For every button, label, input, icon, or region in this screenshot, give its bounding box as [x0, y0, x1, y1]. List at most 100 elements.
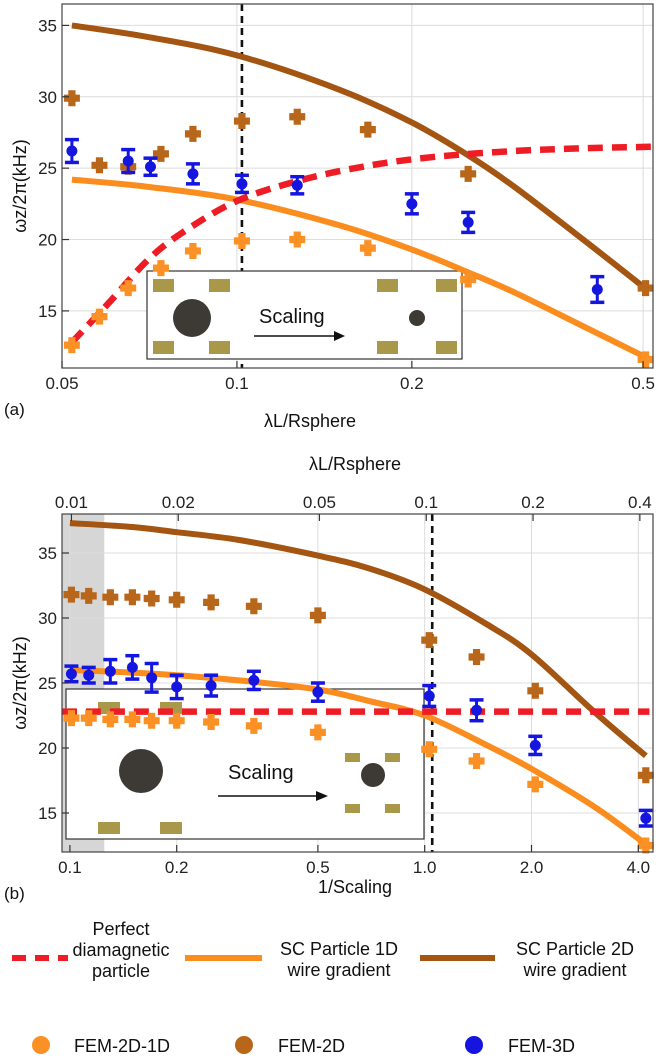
point-fem2d1d	[468, 753, 485, 770]
pad-rect	[153, 341, 174, 354]
point-fem2d	[203, 594, 220, 611]
point-fem2d	[63, 90, 80, 107]
x-tick-label: 0.1	[58, 858, 82, 877]
legend-label-fem2d1d: FEM-2D-1D	[74, 1036, 170, 1056]
point-fem2d1d	[203, 714, 220, 731]
x-axis-label-a: λL/Rsphere	[264, 411, 356, 431]
legend-label-ideal: Perfect diamagnetic particle	[72, 919, 169, 981]
point-fem2d1d	[143, 712, 160, 729]
point-fem2d	[637, 767, 654, 784]
point-fem2d1d	[421, 741, 438, 758]
inset-box	[146, 270, 463, 360]
inset-scaling-label: Scaling	[228, 762, 294, 784]
point-fem3d	[125, 653, 140, 681]
point-fem2d	[63, 586, 80, 603]
pad-rect	[160, 822, 182, 834]
y-axis-label-b: ωz/2π(kHz)	[10, 636, 30, 729]
point-fem2d1d	[152, 260, 169, 277]
y-axis-label-a: ωz/2π(kHz)	[10, 139, 30, 232]
legend-label-sc2d: SC Particle 2D wire gradient	[516, 939, 634, 980]
curve-sc1d	[71, 176, 653, 364]
x-tick-label: 0.5	[631, 374, 655, 393]
point-fem3d	[64, 664, 79, 684]
pad-rect	[436, 279, 457, 292]
y-tick-label: 30	[38, 609, 57, 628]
y-tick-label: 15	[38, 804, 57, 823]
point-fem2d1d	[289, 231, 306, 248]
point-fem2d	[184, 125, 201, 142]
pad-rect	[377, 341, 398, 354]
pad-rect	[209, 341, 230, 354]
y-tick-label: 25	[38, 159, 57, 178]
small-sphere	[361, 763, 385, 787]
curve-ideal	[69, 143, 653, 345]
point-fem3d	[590, 274, 605, 305]
point-fem2d1d	[359, 240, 376, 257]
point-fem3d	[638, 808, 653, 828]
top-x-tick-label: 0.4	[628, 493, 652, 512]
x-tick-label: 0.05	[45, 374, 78, 393]
point-fem3d	[144, 661, 159, 694]
legend-marker-fem3d	[465, 1036, 483, 1054]
large-sphere	[173, 299, 211, 337]
x-tick-label: 2.0	[520, 858, 544, 877]
legend-marker-fem2d1d	[32, 1036, 50, 1054]
point-fem2d	[233, 113, 250, 130]
plot-frame-a	[61, 3, 654, 369]
point-fem3d	[461, 210, 476, 235]
curve-sc1d	[69, 667, 648, 847]
point-fem3d	[81, 665, 96, 685]
point-fem3d	[103, 657, 118, 685]
point-fem3d	[469, 698, 484, 723]
point-fem3d	[404, 192, 419, 216]
point-fem2d	[468, 649, 485, 666]
legend-label-fem2d: FEM-2D	[278, 1036, 345, 1056]
small-sphere	[409, 310, 425, 326]
point-fem2d1d	[63, 337, 80, 354]
point-fem2d1d	[80, 710, 97, 727]
inset-diagram-a: Scaling	[146, 270, 463, 360]
curve-sc2d	[69, 520, 648, 759]
pad-rect	[153, 279, 174, 292]
pad-rect	[385, 804, 400, 813]
curve-sc2d	[71, 22, 645, 289]
point-fem3d	[234, 173, 249, 195]
point-fem2d	[637, 280, 654, 297]
point-fem2d	[245, 598, 262, 615]
inset-pads	[98, 702, 400, 834]
point-fem2d	[421, 632, 438, 649]
y-tick-label: 35	[38, 16, 57, 35]
top-x-tick-label: 0.02	[162, 493, 195, 512]
point-fem2d	[91, 157, 108, 174]
scaling-arrow-head	[316, 791, 328, 801]
top-x-tick-label: 0.05	[303, 493, 336, 512]
point-fem3d	[121, 147, 136, 175]
point-fem3d	[143, 156, 158, 178]
point-fem2d1d	[245, 717, 262, 734]
y-tick-label: 35	[38, 544, 57, 563]
pad-rect	[385, 753, 400, 762]
point-fem2d1d	[527, 776, 544, 793]
point-fem2d1d	[63, 710, 80, 727]
point-fem2d1d	[309, 724, 326, 741]
point-fem2d	[168, 591, 185, 608]
point-fem2d1d	[102, 711, 119, 728]
pad-rect	[345, 804, 360, 813]
legend-label-fem3d: FEM-3D	[508, 1036, 575, 1056]
point-fem2d1d	[637, 837, 654, 854]
x-axis-label-b: 1/Scaling	[318, 877, 392, 897]
point-fem3d	[64, 137, 79, 165]
x-tick-label: 1.0	[413, 858, 437, 877]
point-fem3d	[290, 174, 305, 196]
point-fem3d	[422, 683, 437, 709]
point-fem2d1d	[124, 711, 141, 728]
point-fem2d	[102, 589, 119, 606]
point-fem3d	[169, 673, 184, 701]
point-fem2d	[527, 682, 544, 699]
pad-rect	[345, 753, 360, 762]
point-fem2d1d	[233, 232, 250, 249]
y-tick-label: 20	[38, 231, 57, 250]
large-sphere	[119, 749, 163, 793]
scaling-arrow-head	[334, 331, 345, 341]
